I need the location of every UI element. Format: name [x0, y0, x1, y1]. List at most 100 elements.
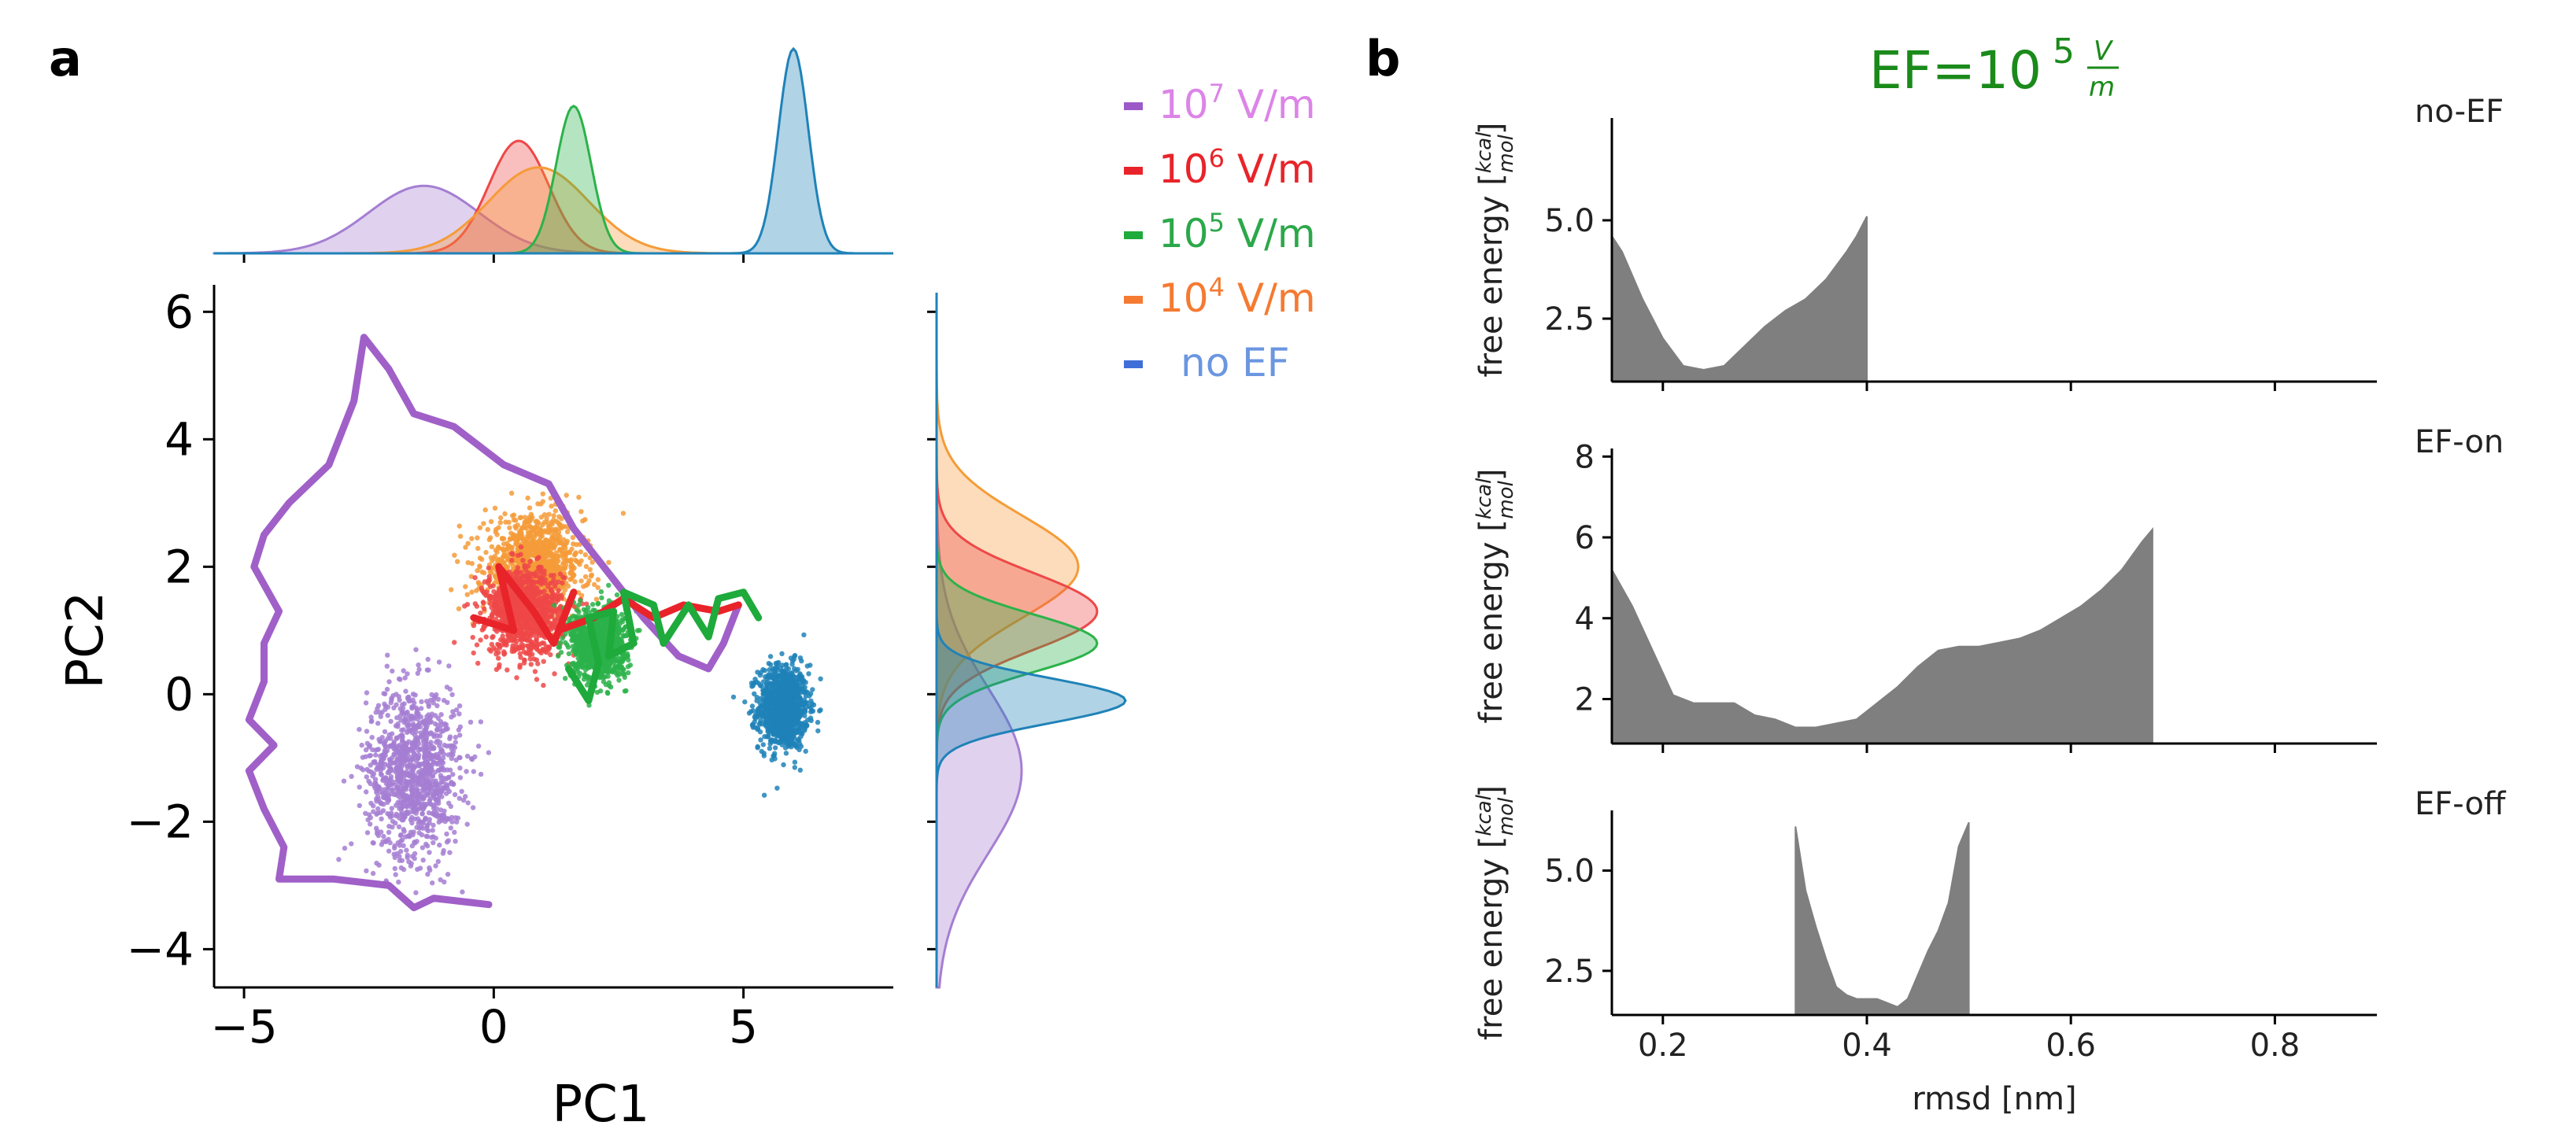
scatter-point: [342, 845, 348, 851]
scatter-point: [392, 843, 397, 849]
scatter-point: [780, 689, 785, 696]
scatter-point: [374, 799, 379, 804]
scatter-point: [526, 533, 531, 540]
scatter-point: [426, 667, 431, 673]
scatter-point: [451, 781, 456, 788]
scatter-point: [399, 763, 405, 769]
scatter-point: [399, 837, 405, 843]
scatter-point: [576, 494, 582, 500]
scatter-point: [426, 703, 431, 709]
scatter-point: [528, 585, 534, 592]
scatter-point: [804, 704, 809, 710]
scatter-point: [419, 845, 426, 851]
scatter-point: [772, 756, 778, 762]
scatter-point: [416, 825, 423, 831]
scatter-point: [558, 547, 564, 552]
scatter-point: [413, 647, 419, 652]
scatter-point: [527, 559, 533, 564]
scatter-point: [416, 666, 422, 673]
scatter-point: [501, 608, 506, 614]
scatter-point: [388, 767, 394, 773]
scatter-point: [595, 577, 601, 582]
scatter-point: [390, 693, 396, 699]
scatter-point: [465, 541, 471, 546]
scatter-point: [481, 521, 486, 526]
scatter-point: [504, 639, 509, 645]
scatter-point: [777, 726, 782, 732]
scatter-point: [767, 667, 772, 673]
scatter-point: [374, 790, 379, 795]
scatter-point: [518, 552, 523, 557]
scatter-point: [546, 511, 552, 517]
scatter-point: [583, 582, 589, 589]
scatter-point: [438, 712, 444, 718]
scatter-point: [512, 599, 517, 604]
scatter-point: [808, 718, 814, 723]
scatter-point: [413, 890, 419, 895]
scatter-point: [802, 690, 808, 696]
scatter-point: [449, 692, 455, 697]
scatter-point: [482, 507, 488, 513]
scatter-point: [554, 594, 560, 600]
scatter-point: [527, 505, 533, 511]
scatter-point: [470, 805, 476, 810]
scatter-point: [404, 803, 409, 809]
scatter-point: [774, 685, 781, 692]
scatter-point: [451, 712, 456, 718]
scatter-point: [378, 714, 383, 719]
scatter-point: [418, 804, 423, 810]
scatter-point: [547, 538, 553, 544]
scatter-point: [778, 703, 783, 709]
scatter-point: [526, 552, 531, 558]
scatter-point: [412, 773, 418, 778]
scatter-point: [517, 662, 523, 668]
scatter-point: [465, 800, 471, 806]
scatter-point: [620, 511, 626, 516]
scatter-point: [779, 718, 785, 723]
scatter-point: [397, 795, 403, 800]
scatter-point: [543, 563, 549, 569]
scatter-point: [742, 699, 748, 705]
scatter-point: [383, 839, 389, 845]
scatter-point: [457, 755, 463, 761]
scatter-point: [756, 708, 763, 714]
scatter-point: [553, 550, 559, 555]
scatter-point: [396, 879, 401, 885]
scatter-point: [369, 735, 375, 740]
scatter-point: [450, 772, 456, 777]
scatter-point: [478, 771, 484, 777]
scatter-point: [496, 544, 501, 550]
scatter-point: [523, 619, 529, 625]
scatter-point: [434, 781, 439, 787]
scatter-point: [599, 595, 604, 600]
scatter-point: [368, 821, 373, 827]
scatter-point: [445, 872, 451, 877]
panel-b-title-exp: 5: [2053, 31, 2075, 72]
scatter-point: [797, 714, 803, 719]
scatter-point: [773, 707, 778, 712]
scatter-point: [368, 762, 373, 768]
scatter-point: [468, 719, 474, 725]
scatter-point: [381, 833, 386, 840]
scatter-point: [402, 675, 408, 681]
scatter-point: [764, 698, 770, 703]
scatter-point: [414, 839, 419, 844]
scatter-point: [564, 493, 569, 498]
scatter-point: [449, 746, 454, 751]
scatter-point: [514, 675, 519, 681]
scatter-point: [364, 830, 371, 836]
scatter-point: [494, 549, 500, 555]
scatter-point: [586, 578, 592, 584]
scatter-point: [509, 557, 515, 563]
scatter-point: [420, 858, 426, 863]
scatter-point: [394, 715, 400, 721]
scatter-point: [425, 871, 431, 877]
scatter-point: [419, 732, 425, 738]
scatter-point: [403, 796, 408, 802]
scatter-point: [457, 766, 463, 771]
scatter-point: [563, 545, 568, 552]
scatter-point: [551, 573, 556, 578]
scatter-point: [368, 718, 375, 725]
scatter-point: [552, 620, 557, 626]
scatter-point: [534, 636, 539, 641]
